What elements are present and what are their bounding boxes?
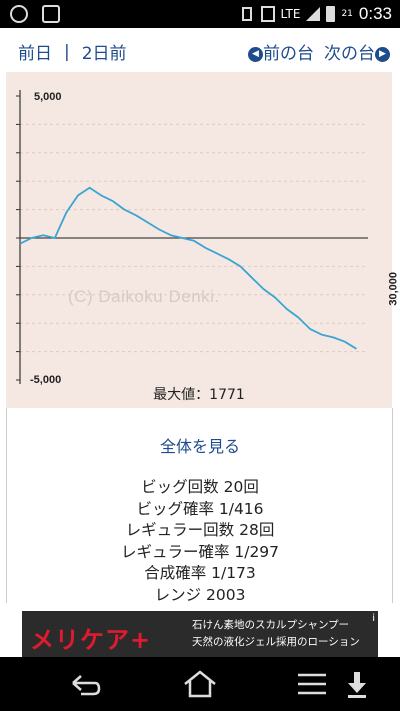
stat-big-prob: ビッグ確率 1/416 <box>136 499 264 518</box>
stat-range: レンジ 2003 <box>154 585 246 604</box>
stat-combined-prob: 合成確率 1/173 <box>144 564 256 582</box>
two-days-ago-link[interactable]: 2日前 <box>81 44 127 64</box>
arrow-left-icon: ◀ <box>248 46 263 62</box>
stat-reg-count: レギュラー回数 28回 <box>125 521 275 539</box>
download-icon[interactable] <box>342 669 372 699</box>
prev-day-link[interactable]: 前日 <box>18 44 52 64</box>
machine-nav: 前日 | 2日前 ◀ 前の台 次の台 ▶ <box>0 28 400 72</box>
stat-reg-prob: レギュラー確率 1/297 <box>120 542 280 561</box>
show-all-link[interactable]: 全体を見る <box>159 437 240 456</box>
stats-list: ビッグ回数 20回 ビッグ確率 1/416 レギュラー回数 28回 レギュラー確… <box>0 477 400 606</box>
menu-icon[interactable] <box>292 669 332 699</box>
right-border <box>392 408 393 603</box>
alarm-icon <box>42 5 60 23</box>
home-icon[interactable] <box>180 669 220 699</box>
ad-brand: メリケア <box>30 626 130 654</box>
ad-logo: メリケア+ <box>30 620 151 655</box>
max-value: 最大値：1771 <box>153 387 245 403</box>
stat-big-count: ビッグ回数 20回 <box>141 478 259 496</box>
clock: 0:33 <box>358 4 392 23</box>
vibrate-icon <box>241 7 252 21</box>
next-machine-label: 次の台 <box>324 44 375 64</box>
system-nav-bar <box>0 657 400 711</box>
watermark: (C) Daikoku Denki. <box>68 287 220 306</box>
ad-banner[interactable]: メリケア+ 石けん素地のスカルプシャンプー 天然の液化ジェル採用のローション i <box>22 611 378 657</box>
arrow-right-icon: ▶ <box>375 46 390 62</box>
signal-icon <box>306 7 321 21</box>
ad-copy: 石けん素地のスカルプシャンプー 天然の液化ジェル採用のローション <box>192 617 360 651</box>
ad-line-2: 天然の液化ジェル採用のローション <box>192 636 360 648</box>
battery-icon <box>326 6 336 22</box>
left-border <box>6 408 7 603</box>
prev-machine-link[interactable]: ◀ 前の台 <box>248 39 314 64</box>
graph-svg <box>16 90 368 384</box>
network-type: LTE <box>280 7 301 21</box>
next-machine-link[interactable]: 次の台 ▶ <box>324 39 390 64</box>
ad-line-1: 石けん素地のスカルプシャンプー <box>192 619 350 631</box>
series-line <box>19 186 357 350</box>
location-icon <box>10 5 28 23</box>
ad-info-icon[interactable]: i <box>372 613 375 624</box>
y-tick-bottom: -5,000 <box>30 374 62 386</box>
x-max-label: 30,000 <box>388 272 400 306</box>
ad-plus: + <box>130 626 152 654</box>
nfc-icon <box>260 6 275 22</box>
slump-graph: 5,000 -5,000 30,000 (C) Daikoku Denki. 最… <box>6 72 400 408</box>
nav-separator: | <box>64 41 70 62</box>
back-icon[interactable] <box>65 669 105 699</box>
prev-machine-label: 前の台 <box>263 44 314 64</box>
battery-level: 21 <box>341 9 353 19</box>
status-bar: LTE 21 0:33 <box>0 0 400 28</box>
y-tick-top: 5,000 <box>34 91 62 103</box>
